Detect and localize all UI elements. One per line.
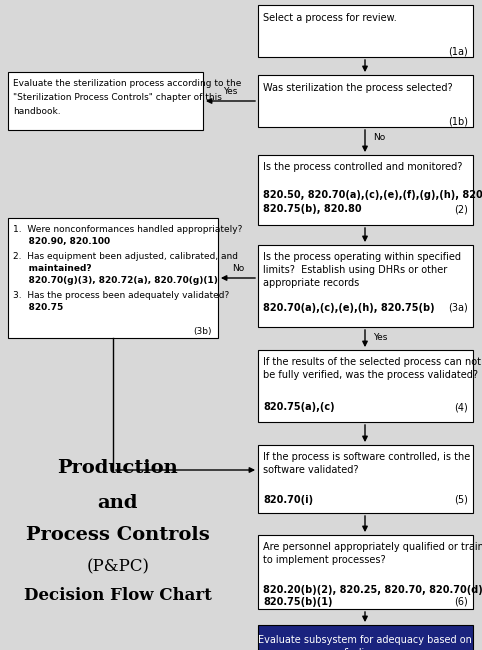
Bar [258,5,473,57]
Text: software validated?: software validated? [263,465,359,475]
Text: Was sterilization the process selected?: Was sterilization the process selected? [263,83,453,93]
Text: 820.75(b)(1): 820.75(b)(1) [263,597,333,607]
Bar [258,535,473,609]
Text: Decision Flow Chart: Decision Flow Chart [24,588,212,604]
Text: If the results of the selected process can not: If the results of the selected process c… [263,357,481,367]
Bar [258,445,473,513]
Text: 820.70(g)(3), 820.72(a), 820.70(g)(1): 820.70(g)(3), 820.72(a), 820.70(g)(1) [13,276,218,285]
Text: Yes: Yes [373,333,388,341]
Text: Is the process controlled and monitored?: Is the process controlled and monitored? [263,162,462,172]
Text: (1b): (1b) [448,117,468,127]
Text: 1.  Were nonconformances handled appropriately?: 1. Were nonconformances handled appropri… [13,225,242,234]
Text: Is the process operating within specified: Is the process operating within specifie… [263,252,461,262]
Bar [258,625,473,650]
Text: (1a): (1a) [448,47,468,57]
Text: be fully verified, was the process validated?: be fully verified, was the process valid… [263,370,478,380]
Bar [258,245,473,327]
Text: Yes: Yes [223,87,237,96]
Text: Are personnel appropriately qualified or trained: Are personnel appropriately qualified or… [263,542,482,552]
Text: limits?  Establish using DHRs or other: limits? Establish using DHRs or other [263,265,447,275]
Text: 3.  Has the process been adequately validated?: 3. Has the process been adequately valid… [13,291,229,300]
Text: Production: Production [58,459,178,477]
Text: Select a process for review.: Select a process for review. [263,13,397,23]
Text: 820.50, 820.70(a),(c),(e),(f),(g),(h), 820.72,: 820.50, 820.70(a),(c),(e),(f),(g),(h), 8… [263,190,482,200]
Text: Evaluate the sterilization process according to the: Evaluate the sterilization process accor… [13,79,241,88]
Text: findings.: findings. [344,648,386,650]
Bar [8,72,203,130]
Text: 820.90, 820.100: 820.90, 820.100 [13,237,110,246]
Text: 820.20(b)(2), 820.25, 820.70, 820.70(d),: 820.20(b)(2), 820.25, 820.70, 820.70(d), [263,585,482,595]
Text: "Sterilization Process Controls" chapter of this: "Sterilization Process Controls" chapter… [13,93,222,102]
Bar [258,75,473,127]
Text: appropriate records: appropriate records [263,278,359,288]
Bar [258,350,473,422]
Text: and: and [98,494,138,512]
Bar [8,218,218,338]
Text: No: No [232,264,244,273]
Text: 820.70(a),(c),(e),(h), 820.75(b): 820.70(a),(c),(e),(h), 820.75(b) [263,303,435,313]
Text: Process Controls: Process Controls [26,526,210,544]
Text: (2): (2) [454,204,468,214]
Text: (3b): (3b) [193,327,212,336]
Text: (P&PC): (P&PC) [86,558,149,575]
Bar [258,155,473,225]
Text: (4): (4) [454,402,468,412]
Text: Evaluate subsystem for adequacy based on: Evaluate subsystem for adequacy based on [258,635,472,645]
Text: maintained?: maintained? [13,264,92,273]
Text: 820.70(i): 820.70(i) [263,495,313,505]
Text: 820.75(a),(c): 820.75(a),(c) [263,402,335,412]
Text: If the process is software controlled, is the: If the process is software controlled, i… [263,452,470,462]
Text: 820.75(b), 820.80: 820.75(b), 820.80 [263,204,362,214]
Text: (3a): (3a) [448,303,468,313]
Text: to implement processes?: to implement processes? [263,555,386,565]
Text: 820.75: 820.75 [13,303,63,312]
Text: 2.  Has equipment been adjusted, calibrated, and: 2. Has equipment been adjusted, calibrat… [13,252,238,261]
Text: handbook.: handbook. [13,107,61,116]
Text: (6): (6) [454,597,468,607]
Text: No: No [373,133,385,142]
Text: (5): (5) [454,495,468,505]
